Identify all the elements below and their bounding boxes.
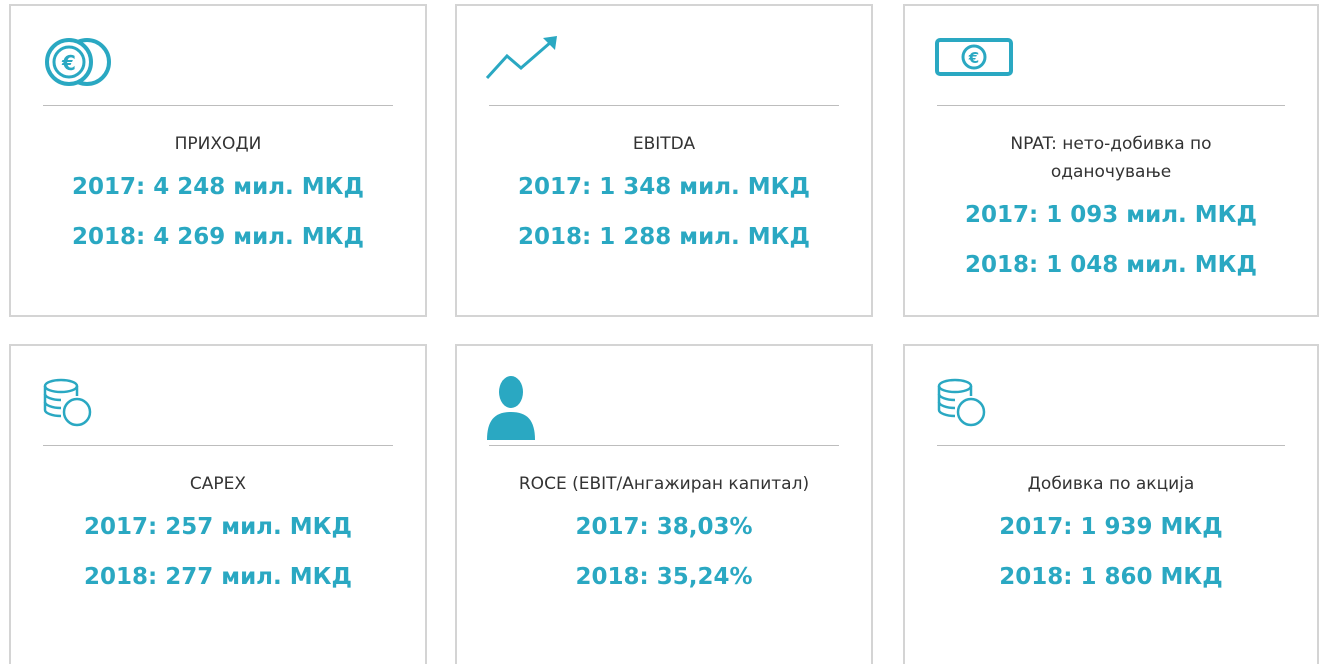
card-value: 2018: 1 048 мил. МКД — [965, 252, 1257, 278]
card-value: 2018: 4 269 мил. МКД — [72, 224, 364, 250]
card: € ПРИХОДИ 2017: 4 248 мил. МКД 2018: 4 2… — [9, 4, 427, 317]
trend-icon — [485, 36, 557, 80]
coins-icon — [43, 378, 92, 427]
card-value: 2018: 277 мил. МКД — [84, 564, 352, 590]
card: EBITDA 2017: 1 348 мил. МКД 2018: 1 288 … — [455, 4, 873, 317]
card-value: 2017: 38,03% — [575, 514, 753, 540]
divider — [937, 445, 1285, 446]
card-value: 2018: 35,24% — [575, 564, 753, 590]
card-value: 2018: 1 860 МКД — [999, 564, 1223, 590]
divider — [937, 105, 1285, 106]
card: CAPEX 2017: 257 мил. МКД 2018: 277 мил. … — [9, 344, 427, 664]
card-title: ROCE (EBIT/Ангажиран капитал) — [518, 474, 810, 494]
card-title: Добивка по акција — [1027, 474, 1195, 494]
card: Добивка по акција 2017: 1 939 МКД 2018: … — [903, 344, 1319, 664]
coins-icon — [937, 378, 986, 427]
card-title: ПРИХОДИ — [174, 134, 262, 154]
divider — [43, 445, 393, 446]
card-value: 2017: 1 093 мил. МКД — [965, 202, 1257, 228]
card-value: 2017: 4 248 мил. МКД — [72, 174, 364, 200]
card-title: EBITDA — [632, 134, 696, 154]
svg-text:€: € — [968, 49, 979, 67]
divider — [489, 105, 839, 106]
card: € NPAT: нето-добивка по оданочување 2017… — [903, 4, 1319, 317]
divider — [43, 105, 393, 106]
card-title: NPAT: нето-добивка по оданочување — [1010, 134, 1212, 182]
card-value: 2017: 257 мил. МКД — [84, 514, 352, 540]
card-value: 2018: 1 288 мил. МКД — [518, 224, 810, 250]
divider — [489, 445, 839, 446]
card: ROCE (EBIT/Ангажиран капитал) 2017: 38,0… — [455, 344, 873, 664]
card-value: 2017: 1 939 МКД — [999, 514, 1223, 540]
person-icon — [487, 376, 535, 440]
svg-text:€: € — [61, 51, 76, 75]
card-title: CAPEX — [189, 474, 247, 494]
card-value: 2017: 1 348 мил. МКД — [518, 174, 810, 200]
euro-coins-icon: € — [45, 38, 111, 86]
banknote-icon: € — [935, 38, 1013, 76]
